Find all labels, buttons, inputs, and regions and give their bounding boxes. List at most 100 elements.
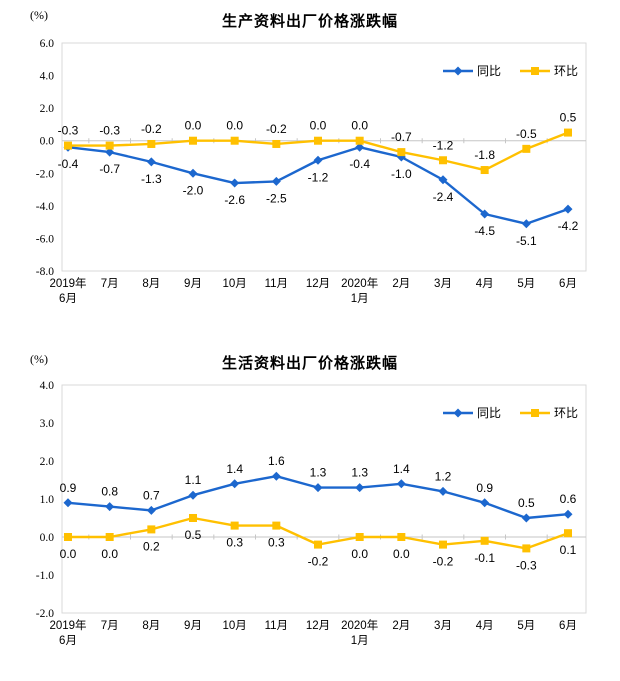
marker-tongbi	[313, 483, 323, 493]
marker-tongbi	[453, 66, 463, 76]
marker-tongbi	[355, 483, 365, 493]
legend-label-tongbi: 同比	[477, 64, 501, 78]
data-label-huanbi: 0.0	[185, 119, 202, 133]
data-label-tongbi: -0.4	[58, 157, 79, 171]
data-label-huanbi: -0.3	[516, 558, 537, 572]
marker-tongbi	[230, 178, 240, 188]
y-tick-label: -2.0	[36, 608, 54, 620]
x-tick-label: 6月	[59, 635, 77, 647]
marker-huanbi	[230, 521, 239, 530]
data-label-tongbi: 1.2	[435, 469, 452, 483]
marker-tongbi	[563, 204, 573, 214]
data-label-huanbi: 0.3	[268, 536, 285, 550]
y-axis-unit: (%)	[30, 352, 48, 366]
x-tick-label: 4月	[476, 278, 494, 290]
data-label-huanbi: 0.0	[101, 547, 118, 561]
x-tick-label: 2月	[392, 620, 410, 632]
marker-tongbi	[188, 168, 198, 178]
data-label-huanbi: 0.0	[60, 547, 77, 561]
x-tick-label: 9月	[184, 620, 202, 632]
plot-border	[61, 384, 587, 614]
y-tick-label: 0.0	[40, 532, 55, 544]
marker-huanbi	[64, 141, 72, 150]
marker-huanbi	[105, 533, 114, 541]
marker-tongbi	[480, 498, 490, 508]
x-tick-label: 2月	[392, 278, 410, 290]
marker-tongbi	[230, 479, 240, 489]
marker-huanbi	[355, 533, 364, 541]
x-tick-label: 6月	[559, 620, 577, 632]
data-label-tongbi: -0.4	[349, 157, 370, 171]
marker-tongbi	[105, 502, 115, 512]
x-tick-label: 2020年	[341, 618, 378, 632]
marker-tongbi	[453, 408, 463, 418]
marker-tongbi	[480, 209, 490, 219]
data-label-tongbi: 1.4	[226, 462, 243, 476]
data-label-huanbi: 0.0	[226, 119, 243, 133]
x-tick-label: 11月	[265, 620, 288, 632]
data-label-huanbi: -0.5	[516, 127, 537, 141]
x-tick-label: 2019年	[49, 618, 86, 632]
x-tick-label: 5月	[517, 278, 535, 290]
x-tick-label: 12月	[306, 278, 330, 290]
marker-huanbi	[355, 136, 364, 145]
data-label-huanbi: 0.0	[351, 547, 368, 561]
data-label-tongbi: 0.8	[101, 485, 118, 499]
data-label-huanbi: 0.5	[560, 111, 577, 125]
marker-tongbi	[188, 490, 198, 500]
data-label-tongbi: 1.6	[268, 454, 285, 468]
chart-section-consumer: (%) 生活资料出厂价格涨跌幅 4.0 3.0 2.0 1.0 0.0 -1.0 -2.0 2…	[0, 338, 620, 668]
x-tick-label: 1月	[351, 635, 369, 647]
legend-label-huanbi: 环比	[554, 406, 578, 420]
data-label-tongbi: 0.6	[560, 492, 577, 506]
chart-title: 生产资料出厂价格涨跌幅	[221, 13, 398, 30]
data-label-tongbi: 0.7	[143, 488, 160, 502]
x-tick-label: 2020年	[341, 276, 378, 290]
y-tick-label: 4.0	[40, 71, 55, 83]
data-label-huanbi: -1.8	[474, 148, 495, 162]
marker-huanbi	[147, 525, 156, 534]
x-tick-label: 9月	[184, 278, 202, 290]
x-tick-label: 6月	[559, 278, 577, 290]
data-label-huanbi: 0.1	[560, 543, 577, 557]
marker-tongbi	[438, 175, 448, 185]
marker-huanbi	[272, 139, 281, 148]
marker-tongbi	[146, 505, 156, 515]
marker-tongbi	[355, 142, 365, 152]
data-label-tongbi: 1.1	[185, 473, 202, 487]
marker-tongbi	[313, 155, 323, 165]
y-tick-label: -8.0	[36, 266, 54, 278]
data-label-huanbi: 0.2	[143, 539, 160, 553]
chart-title: 生活资料出厂价格涨跌幅	[221, 355, 398, 372]
marker-huanbi	[522, 544, 531, 553]
marker-tongbi	[105, 147, 115, 157]
data-label-huanbi: 0.0	[393, 547, 410, 561]
marker-huanbi	[189, 514, 197, 522]
marker-huanbi	[564, 128, 572, 137]
data-label-huanbi: -0.2	[308, 555, 329, 569]
data-label-tongbi: -2.0	[183, 183, 204, 197]
x-tick-label: 7月	[101, 278, 119, 290]
y-tick-label: -6.0	[36, 233, 54, 245]
marker-tongbi	[521, 219, 531, 229]
y-tick-label: 1.0	[40, 494, 55, 506]
data-label-huanbi: 0.3	[226, 536, 243, 550]
data-label-huanbi: -0.2	[433, 555, 454, 569]
data-label-huanbi: -0.7	[391, 130, 412, 144]
marker-huanbi	[314, 136, 322, 145]
data-label-tongbi: -2.4	[433, 190, 454, 204]
marker-huanbi	[272, 521, 281, 530]
x-tick-label: 2019年	[49, 276, 86, 290]
data-label-tongbi: -0.7	[99, 162, 120, 176]
y-tick-label: 4.0	[40, 380, 55, 392]
marker-tongbi	[396, 479, 406, 489]
data-label-tongbi: 0.9	[476, 481, 493, 495]
data-label-tongbi: 1.4	[393, 462, 410, 476]
marker-huanbi	[397, 533, 406, 541]
x-tick-label: 10月	[223, 278, 247, 290]
plot-border	[61, 42, 587, 272]
marker-huanbi	[314, 540, 322, 549]
x-tick-label: 3月	[434, 620, 452, 632]
y-tick-label: -1.0	[36, 570, 54, 582]
